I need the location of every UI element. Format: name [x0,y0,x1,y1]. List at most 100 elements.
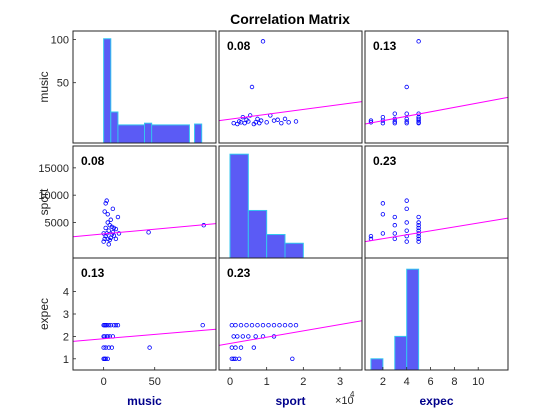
correlation-label: 0.13 [373,39,397,53]
scatter-point [392,119,397,124]
histogram-bar [194,123,203,143]
scatter-point [380,212,386,217]
scatter-point [404,228,409,233]
scatter-point [255,116,260,122]
scatter-point [380,120,386,126]
scatter-point [109,345,115,350]
panel-frame [364,257,509,371]
panel-plot-area [219,320,362,361]
scatter-point [115,214,121,220]
scatter-point [380,231,386,236]
panel-sport-music: 0.08 5000 10000 15000 [38,145,217,259]
scatter-point [103,225,108,231]
scatter-point [242,120,247,126]
scatter-point [404,111,409,116]
scatter-point [236,356,242,361]
scatter-point [103,233,108,239]
scatter-point [103,356,108,361]
y-tick-label: 4 [63,287,69,299]
panel-expec-expec: 2 4 6 8 10 [364,257,509,388]
scatter-point [404,116,409,122]
scatter-point [233,323,238,328]
scatter-point [404,119,409,124]
scatter-point [249,323,255,328]
scatter-point [293,119,299,124]
scatter-point [416,214,421,220]
scatter-point [147,345,152,350]
scatter-point [286,120,291,125]
panel-music-sport: 0.08 [218,30,363,144]
chart-title: Correlation Matrix [230,11,350,27]
x-tick-label: 1 [264,376,270,388]
scatter-point [109,224,115,230]
scatter-point [404,239,409,244]
fit-line [73,328,216,342]
scatter-point [113,323,119,328]
fit-line [365,96,508,125]
scatter-point [392,223,397,228]
scatter-point [244,323,249,328]
scatter-point [106,323,111,328]
correlation-label: 0.08 [227,39,251,53]
scatter-point [238,323,244,328]
fit-line [365,217,508,243]
panel-plot-area [73,323,216,361]
scatter-point [102,209,107,214]
y-tick-label: 15000 [38,163,69,175]
scatter-point [392,214,397,220]
scatter-point [253,334,258,339]
scatter-point [115,323,121,328]
scatter-point [113,236,119,242]
scatter-point [277,323,282,328]
scatter-point [235,334,240,339]
scatter-point [104,198,109,203]
column-variable-label: music [127,394,162,408]
scatter-point [392,111,397,116]
scatter-point [101,239,106,244]
scatter-point [106,345,111,350]
y-tick-label: 10000 [38,190,69,202]
scatter-point [249,84,255,90]
scatter-point [236,119,242,124]
histogram-bar [247,209,268,258]
scatter-point [392,231,397,236]
scatter-point [246,334,251,339]
scatter-point [288,323,293,328]
scatter-point [244,117,249,122]
scatter-point [238,345,244,350]
scatter-point [404,120,409,126]
x-tick-label: 50 [149,376,161,388]
panel-background [365,31,508,143]
y-tick-label: 50 [57,78,69,90]
x-tick-label: 6 [427,376,433,388]
scatter-point [282,116,288,122]
scatter-point [368,233,374,239]
scatter-point [282,323,288,328]
scatter-point [404,206,409,212]
scatter-point [106,228,111,233]
panel-background [365,146,508,258]
scatter-point [404,84,409,90]
scatter-point [290,356,295,361]
scatter-point [368,118,374,123]
panel-sport-sport [218,145,363,259]
scatter-point [111,323,117,328]
histogram-bar [394,335,408,370]
panel-sport-expec: 0.23 [364,145,509,259]
panel-plot-area [103,38,203,143]
scatter-point [416,239,421,244]
scatter-point [110,206,116,212]
scatter-point [255,323,260,328]
scatter-point [105,212,110,217]
scatter-point [102,236,107,242]
x-tick-label: 0 [101,376,107,388]
column-variable-label: expec [419,394,453,408]
panel-expec-sport: 0.23 0 1 2 3 [218,257,363,388]
scatter-point [404,198,409,203]
panel-background [365,258,508,370]
y-tick-label: 3 [63,309,69,321]
scatter-point [380,201,386,206]
scatter-point [416,223,421,228]
